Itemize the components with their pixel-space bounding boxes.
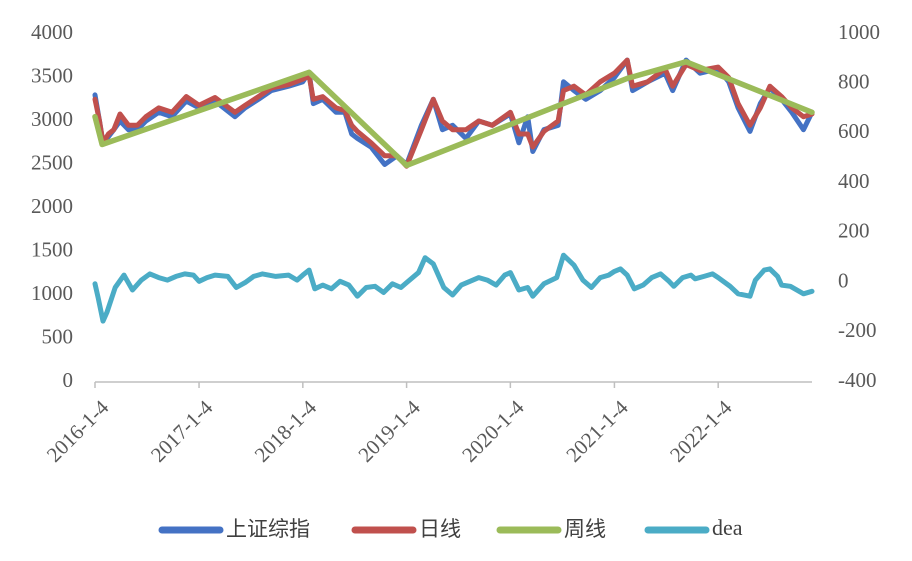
y-left-tick-label: 500	[42, 324, 74, 348]
series-layer	[92, 57, 815, 324]
y-left-tick-label: 0	[63, 368, 74, 392]
legend-label-shanghai-composite: 上证综指	[226, 517, 310, 541]
x-tick-label: 2020-1-4	[457, 395, 529, 467]
y-right-tick-label: 600	[838, 119, 870, 143]
y-left-tick-label: 1000	[31, 281, 73, 305]
y-left-tick-label: 3500	[31, 63, 73, 87]
x-tick-label: 2021-1-4	[561, 395, 633, 467]
y-left-tick-label: 3000	[31, 107, 73, 131]
x-tick-label: 2016-1-4	[42, 395, 114, 467]
legend-label-dea: dea	[712, 515, 743, 540]
legend: 上证综指 日线 周线 dea	[158, 515, 743, 541]
series-line-dea	[92, 252, 815, 324]
legend-label-weekly-line: 周线	[564, 517, 606, 541]
y-right-tick-label: 200	[838, 219, 870, 243]
y-right-tick-label: 1000	[838, 20, 880, 44]
series-line-weekly-line	[92, 59, 815, 169]
y-left-tick-label: 1500	[31, 237, 73, 261]
y-left-tick-label: 4000	[31, 20, 73, 44]
y-right-tick-label: -400	[838, 368, 877, 392]
series-line-daily-line	[92, 57, 815, 169]
y-right-tick-label: 800	[838, 70, 870, 94]
y-right-tick-label: -200	[838, 318, 877, 342]
x-tick-label: 2019-1-4	[353, 395, 425, 467]
y-left-tick-label: 2500	[31, 150, 73, 174]
legend-label-daily-line: 日线	[419, 517, 461, 541]
x-tick-label: 2022-1-4	[665, 395, 737, 467]
y-right-tick-label: 0	[838, 268, 849, 292]
y-left-tick-label: 2000	[31, 194, 73, 218]
x-tick-label: 2018-1-4	[250, 395, 322, 467]
x-tick-label: 2017-1-4	[146, 395, 218, 467]
y-right-tick-label: 400	[838, 169, 870, 193]
